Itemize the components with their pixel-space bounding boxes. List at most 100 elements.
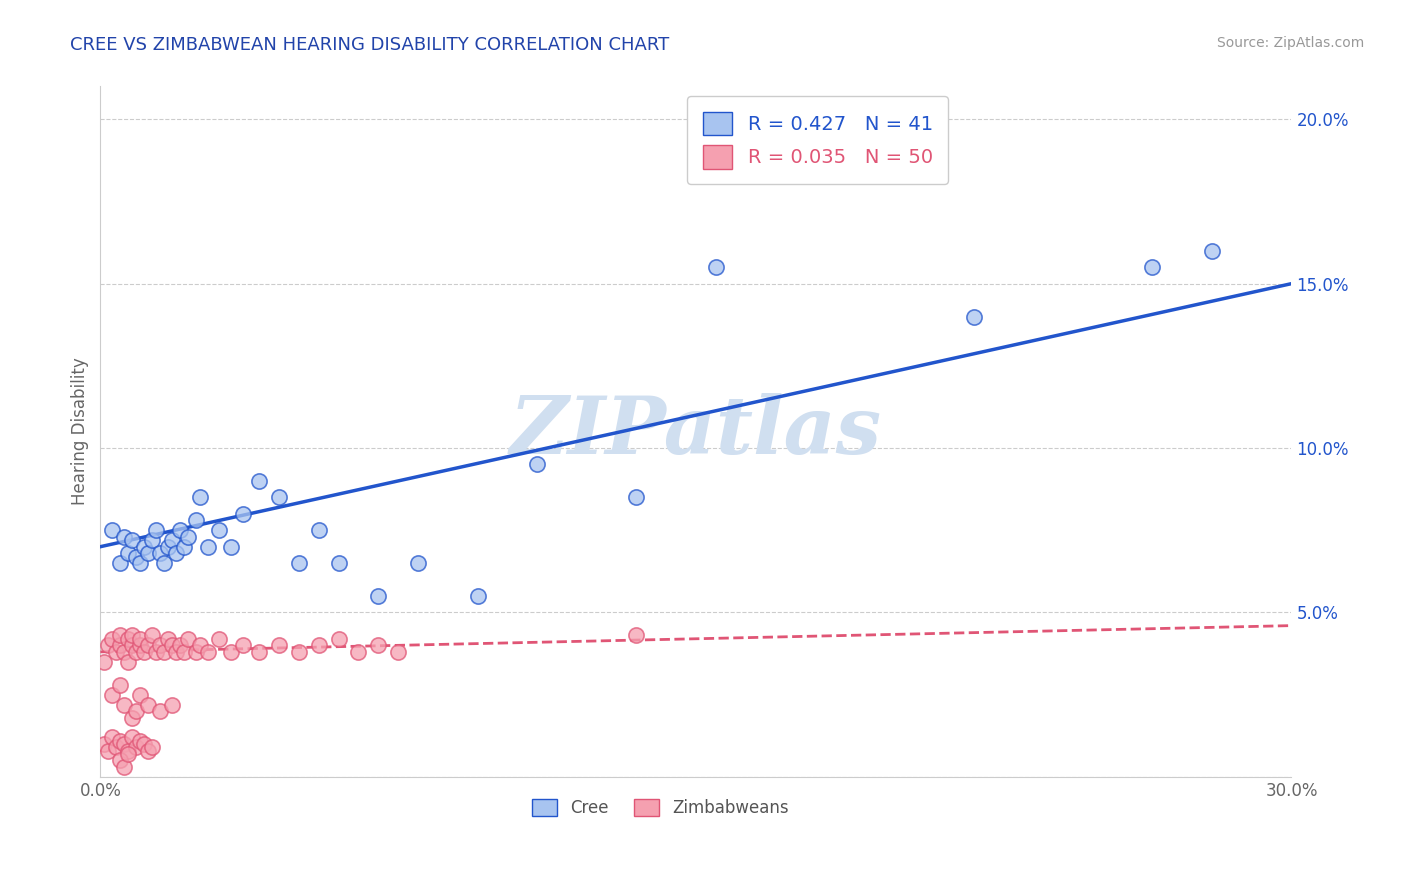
- Point: [121, 731, 143, 745]
- Point: [125, 645, 148, 659]
- Point: [247, 645, 270, 659]
- Point: [121, 711, 143, 725]
- Point: [117, 743, 139, 757]
- Point: [149, 704, 172, 718]
- Point: [160, 698, 183, 712]
- Point: [156, 632, 179, 646]
- Point: [526, 458, 548, 472]
- Point: [121, 533, 143, 548]
- Point: [125, 549, 148, 564]
- Point: [132, 737, 155, 751]
- Point: [267, 491, 290, 505]
- Point: [141, 740, 163, 755]
- Point: [101, 523, 124, 537]
- Point: [184, 513, 207, 527]
- Point: [136, 743, 159, 757]
- Point: [132, 645, 155, 659]
- Point: [308, 638, 330, 652]
- Point: [328, 632, 350, 646]
- Point: [145, 645, 167, 659]
- Point: [863, 128, 886, 143]
- Point: [347, 645, 370, 659]
- Point: [308, 523, 330, 537]
- Point: [112, 645, 135, 659]
- Point: [149, 638, 172, 652]
- Point: [101, 731, 124, 745]
- Point: [93, 655, 115, 669]
- Point: [208, 632, 231, 646]
- Point: [145, 523, 167, 537]
- Point: [188, 638, 211, 652]
- Point: [129, 688, 152, 702]
- Point: [156, 540, 179, 554]
- Point: [1201, 244, 1223, 258]
- Point: [108, 628, 131, 642]
- Point: [153, 645, 176, 659]
- Text: CREE VS ZIMBABWEAN HEARING DISABILITY CORRELATION CHART: CREE VS ZIMBABWEAN HEARING DISABILITY CO…: [70, 36, 669, 54]
- Y-axis label: Hearing Disability: Hearing Disability: [72, 358, 89, 506]
- Point: [141, 533, 163, 548]
- Point: [267, 638, 290, 652]
- Point: [176, 632, 198, 646]
- Point: [108, 753, 131, 767]
- Point: [112, 698, 135, 712]
- Point: [136, 546, 159, 560]
- Point: [101, 688, 124, 702]
- Point: [626, 491, 648, 505]
- Point: [101, 632, 124, 646]
- Point: [136, 698, 159, 712]
- Point: [406, 556, 429, 570]
- Point: [197, 540, 219, 554]
- Point: [160, 533, 183, 548]
- Point: [129, 733, 152, 747]
- Point: [626, 628, 648, 642]
- Point: [232, 638, 254, 652]
- Point: [117, 655, 139, 669]
- Point: [132, 540, 155, 554]
- Point: [112, 530, 135, 544]
- Point: [112, 760, 135, 774]
- Point: [121, 628, 143, 642]
- Point: [188, 491, 211, 505]
- Point: [785, 145, 807, 160]
- Point: [328, 556, 350, 570]
- Point: [108, 678, 131, 692]
- Point: [963, 310, 986, 324]
- Point: [125, 704, 148, 718]
- Point: [160, 638, 183, 652]
- Point: [97, 638, 120, 652]
- Point: [105, 740, 128, 755]
- Point: [93, 737, 115, 751]
- Point: [117, 747, 139, 761]
- Point: [165, 546, 187, 560]
- Point: [288, 645, 311, 659]
- Point: [184, 645, 207, 659]
- Point: [169, 638, 191, 652]
- Point: [208, 523, 231, 537]
- Point: [97, 743, 120, 757]
- Point: [121, 638, 143, 652]
- Point: [173, 540, 195, 554]
- Point: [153, 556, 176, 570]
- Point: [129, 638, 152, 652]
- Point: [176, 530, 198, 544]
- Point: [108, 556, 131, 570]
- Point: [117, 632, 139, 646]
- Point: [165, 645, 187, 659]
- Point: [141, 628, 163, 642]
- Point: [108, 638, 131, 652]
- Point: [247, 474, 270, 488]
- Point: [232, 507, 254, 521]
- Point: [105, 645, 128, 659]
- Point: [704, 260, 727, 275]
- Point: [129, 556, 152, 570]
- Point: [173, 645, 195, 659]
- Point: [108, 733, 131, 747]
- Point: [169, 523, 191, 537]
- Point: [367, 589, 389, 603]
- Point: [367, 638, 389, 652]
- Point: [117, 546, 139, 560]
- Point: [387, 645, 409, 659]
- Point: [221, 540, 243, 554]
- Text: ZIPatlas: ZIPatlas: [510, 392, 882, 470]
